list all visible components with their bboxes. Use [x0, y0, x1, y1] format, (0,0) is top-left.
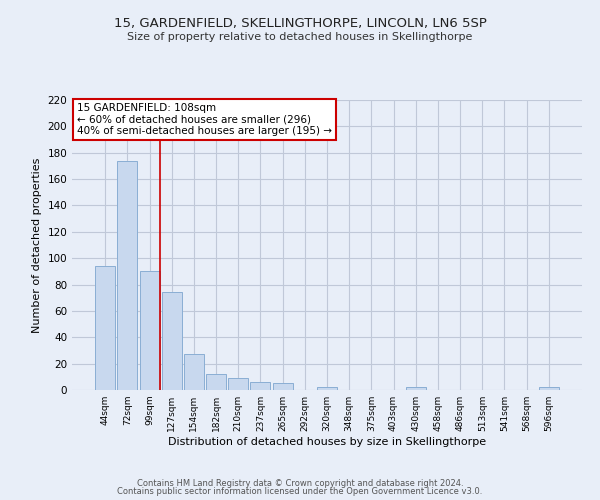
Bar — [162, 292, 182, 390]
Text: Contains public sector information licensed under the Open Government Licence v3: Contains public sector information licen… — [118, 487, 482, 496]
Text: 15, GARDENFIELD, SKELLINGTHORPE, LINCOLN, LN6 5SP: 15, GARDENFIELD, SKELLINGTHORPE, LINCOLN… — [113, 18, 487, 30]
Bar — [184, 354, 204, 390]
Text: 15 GARDENFIELD: 108sqm
← 60% of detached houses are smaller (296)
40% of semi-de: 15 GARDENFIELD: 108sqm ← 60% of detached… — [77, 103, 332, 136]
Bar — [317, 388, 337, 390]
Bar — [206, 374, 226, 390]
Bar — [272, 384, 293, 390]
Bar — [250, 382, 271, 390]
Bar — [95, 266, 115, 390]
Bar — [228, 378, 248, 390]
Bar — [140, 272, 160, 390]
Text: Contains HM Land Registry data © Crown copyright and database right 2024.: Contains HM Land Registry data © Crown c… — [137, 478, 463, 488]
Bar — [118, 160, 137, 390]
X-axis label: Distribution of detached houses by size in Skellingthorpe: Distribution of detached houses by size … — [168, 437, 486, 447]
Bar — [539, 388, 559, 390]
Text: Size of property relative to detached houses in Skellingthorpe: Size of property relative to detached ho… — [127, 32, 473, 42]
Y-axis label: Number of detached properties: Number of detached properties — [32, 158, 42, 332]
Bar — [406, 388, 426, 390]
